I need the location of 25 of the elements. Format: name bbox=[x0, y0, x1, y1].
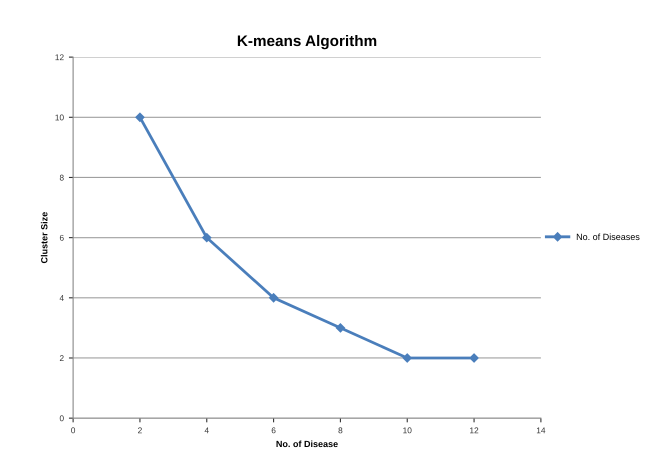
point bbox=[135, 112, 145, 122]
y-tick-label: 10 bbox=[55, 114, 64, 120]
legend-label: No. of Diseases bbox=[576, 233, 640, 240]
x-tick-label: 8 bbox=[338, 427, 342, 434]
point bbox=[202, 233, 212, 242]
x-axis-title: No. of Disease bbox=[276, 440, 338, 448]
x-tick-label: 2 bbox=[138, 427, 142, 434]
point bbox=[469, 353, 479, 363]
y-tick-label: 8 bbox=[60, 174, 64, 181]
x-tick-label: 14 bbox=[536, 427, 546, 434]
y-tick-label: 2 bbox=[60, 355, 64, 362]
point bbox=[268, 293, 278, 302]
y-axis-title: Cluster Size bbox=[40, 212, 48, 264]
x-tick-label: 4 bbox=[204, 427, 209, 434]
point bbox=[336, 323, 346, 333]
x-tick-label: 0 bbox=[71, 427, 76, 434]
y-tick-label: 4 bbox=[60, 295, 64, 301]
y-tick-label: 12 bbox=[55, 54, 64, 60]
point bbox=[402, 353, 412, 363]
y-tick-label: 0 bbox=[60, 415, 64, 422]
x-tick-label: 6 bbox=[272, 427, 276, 434]
y-tick-label: 6 bbox=[60, 234, 64, 241]
chart-title: K-means Algorithm bbox=[238, 34, 376, 50]
x-tick-label: 12 bbox=[470, 427, 478, 434]
x-tick-label: 10 bbox=[403, 427, 412, 434]
